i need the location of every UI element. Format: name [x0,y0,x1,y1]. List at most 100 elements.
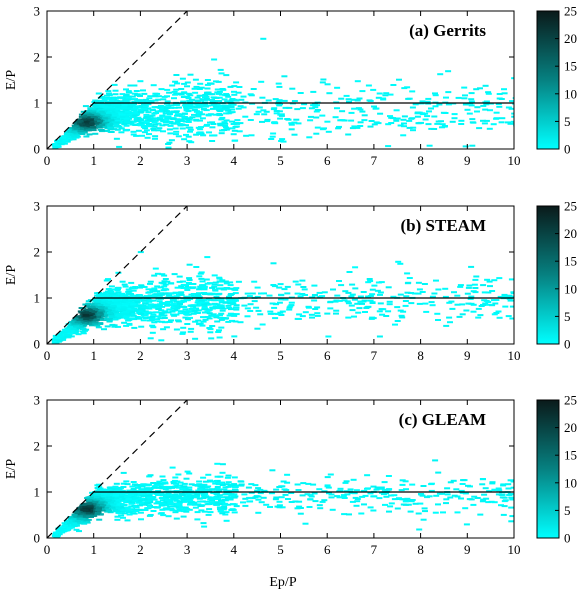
heatmap-cell [278,496,285,499]
heatmap-cell [424,100,431,103]
heatmap-cell [165,146,172,149]
heatmap-cell [164,280,171,283]
heatmap-cell [143,115,150,118]
heatmap-cell [493,299,500,301]
heatmap-cell [216,112,223,115]
heatmap-cell [314,312,321,315]
heatmap-cell [158,309,165,312]
heatmap-cell [327,301,334,304]
heatmap-cell [275,82,282,85]
heatmap-cell [380,97,387,100]
heatmap-cell [235,91,242,94]
heatmap-cell [116,316,123,319]
heatmap-cell [175,509,182,512]
x-tick-label: 8 [417,348,424,363]
heatmap-cell [87,321,94,323]
heatmap-cell [263,503,270,506]
heatmap-cell [192,506,199,509]
heatmap-cell [428,107,434,110]
heatmap-cell [137,296,144,299]
heatmap-cell [186,99,193,102]
heatmap-cell [97,313,104,316]
heatmap-cell [158,504,165,507]
heatmap-cells [51,37,514,149]
heatmap-cell [183,107,190,110]
heatmap-cell [174,319,181,322]
heatmap-cell [179,127,186,130]
heatmap-cell [182,506,189,509]
heatmap-cell [249,102,256,105]
heatmap-cell [496,277,503,280]
heatmap-cell [490,123,497,126]
heatmap-cell [148,299,155,302]
heatmap-cell [210,123,217,125]
heatmap-cell [228,293,234,296]
heatmap-cell [364,474,371,477]
heatmap-cell [127,108,134,111]
heatmap-cell [225,95,232,98]
heatmap-cell [273,496,280,499]
heatmap-cell [474,110,480,113]
heatmap-cell [130,120,137,123]
heatmap-cell [509,100,514,103]
heatmap-cell [377,293,383,296]
heatmap-cell [367,506,374,509]
heatmap-cell [147,337,154,340]
heatmap-cell [327,307,334,310]
heatmap-cell [462,145,469,148]
heatmap-cell [120,97,127,100]
heatmap-cell [429,304,436,307]
heatmap-cell [126,113,133,116]
heatmap-cell [138,518,144,521]
heatmap-cell [171,90,178,93]
colorbar-tick-label: 20 [564,226,577,241]
heatmap-cell [123,324,130,327]
heatmap-cell [404,291,411,294]
heatmap-cell [464,108,471,111]
heatmap-cell [175,486,182,489]
heatmap-cell [151,289,158,291]
heatmap-cell [359,90,366,93]
heatmap-cell [197,487,204,490]
heatmap-cell [107,511,114,514]
heatmap-cell [176,275,183,278]
heatmap-cell [94,121,101,124]
heatmap-cell [378,486,385,489]
heatmap-cell [206,327,213,329]
heatmap-cell [190,283,197,285]
heatmap-cell [163,497,170,500]
heatmap-cell [119,280,126,283]
heatmap-cell [373,121,380,124]
heatmap-cell [196,497,203,500]
heatmap-cell [385,310,392,313]
heatmap-cell [150,117,157,120]
heatmap-cell [76,530,82,533]
heatmap-cell [160,289,167,292]
colorbar [536,10,560,150]
heatmap-cell [296,505,303,508]
heatmap-cell [214,320,221,323]
heatmap-cell [146,307,153,310]
colorbar-tick-label: 10 [564,281,577,296]
heatmap-cell [485,291,492,294]
heatmap-cell [161,314,168,317]
heatmap-cell [183,299,190,301]
heatmap-cell [155,129,162,132]
heatmap-cell [173,328,180,331]
heatmap-cell [157,118,163,121]
heatmap-cell [218,299,225,302]
y-axis-label: E/P [4,265,19,285]
heatmap-cell [118,131,125,134]
heatmap-cell [165,111,172,114]
heatmap-cell [357,300,364,303]
heatmap-cell [225,104,232,107]
heatmap-cell [297,295,304,298]
heatmap-cell [328,493,335,496]
heatmap-cell [96,483,102,486]
heatmap-cell [401,115,408,118]
heatmap-cell [345,98,352,101]
heatmap-cell [495,310,502,313]
heatmap-cell [107,301,114,304]
